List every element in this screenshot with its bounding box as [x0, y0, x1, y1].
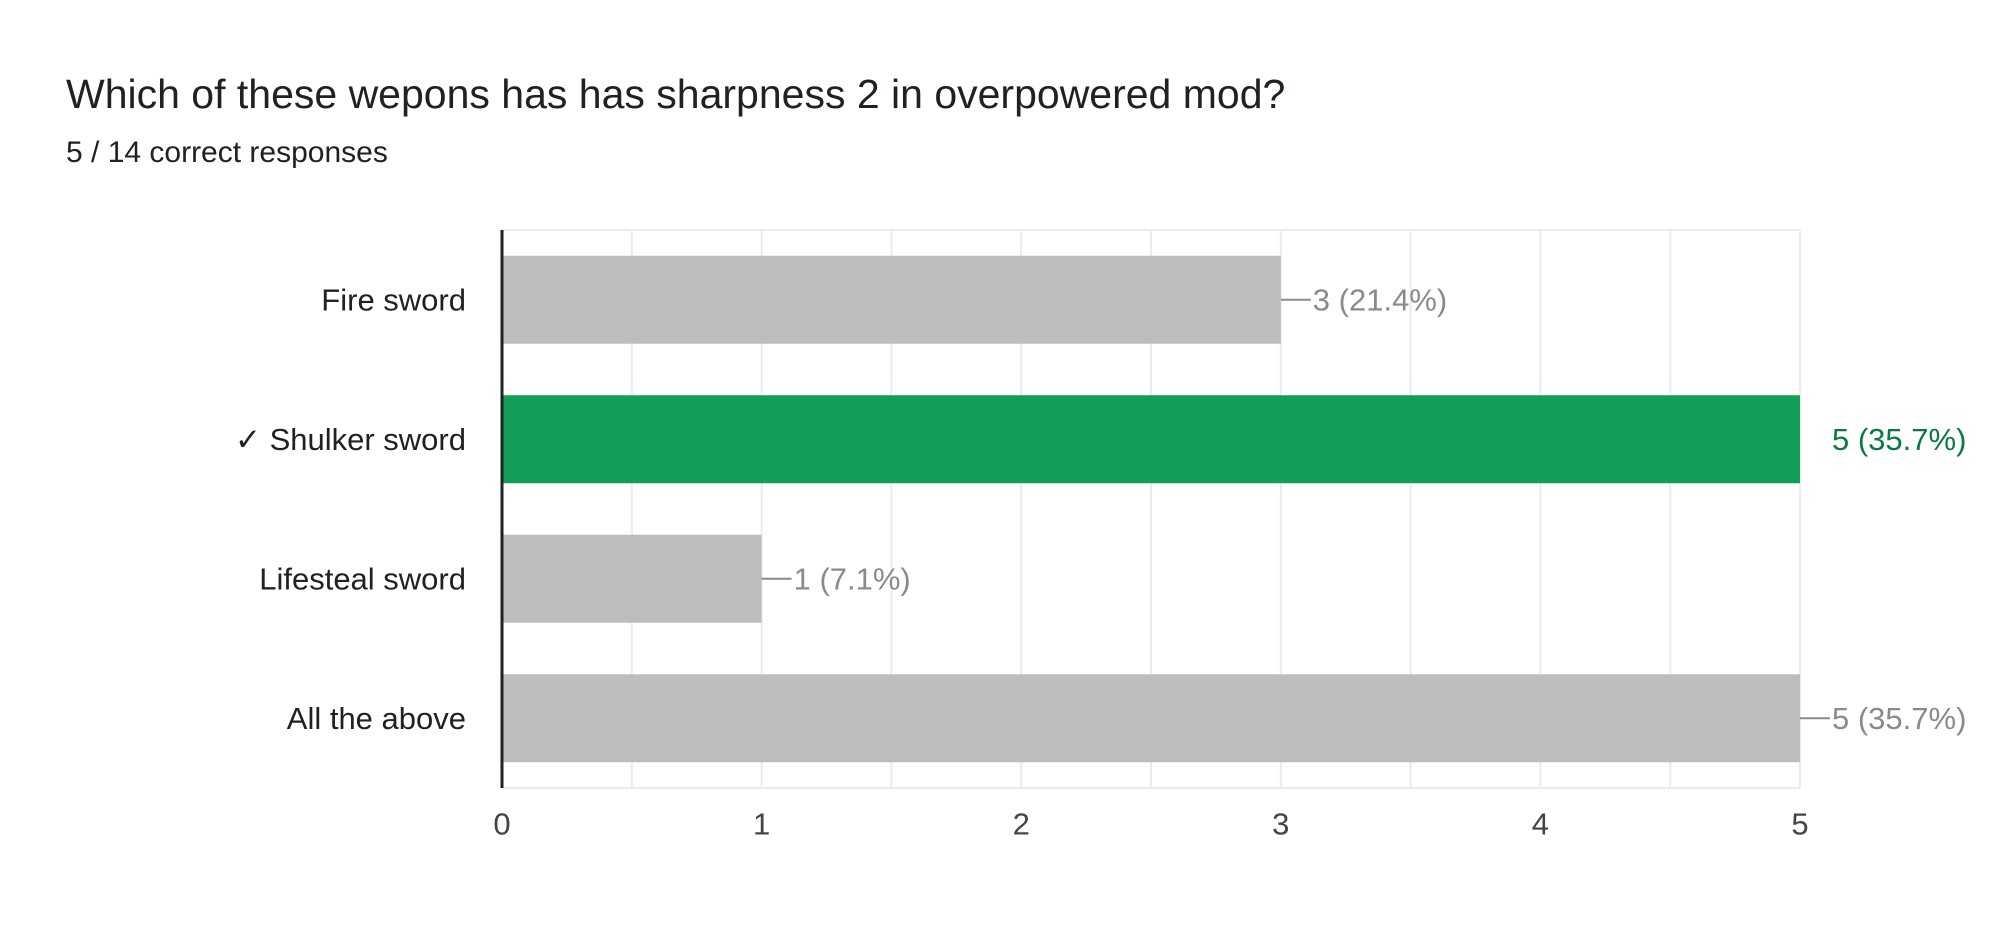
- category-label: ✓ Shulker sword: [235, 422, 466, 457]
- bar: [502, 674, 1800, 763]
- category-label: All the above: [287, 701, 466, 736]
- x-tick-label: 5: [1791, 807, 1808, 842]
- x-tick-label: 3: [1272, 807, 1289, 842]
- correct-responses-count: 5 / 14 correct responses: [66, 136, 388, 169]
- bar: [502, 255, 1281, 344]
- chart-bars: [502, 255, 1800, 763]
- data-label: 5 (35.7%): [1832, 701, 1966, 736]
- chart-labels: Fire sword 3 (21.4%) ✓ Shulker sword 5 (35.…: [235, 282, 1966, 736]
- x-tick-label: 0: [493, 807, 510, 842]
- x-tick-label: 4: [1532, 807, 1549, 842]
- data-label: 3 (21.4%): [1313, 282, 1447, 317]
- category-label: Lifesteal sword: [259, 561, 466, 596]
- category-label: Fire sword: [321, 282, 466, 317]
- x-tick-label: 1: [753, 807, 770, 842]
- x-tick-label: 2: [1013, 807, 1030, 842]
- bar: [502, 534, 762, 623]
- question-title: Which of these wepons has has sharpness …: [66, 71, 1286, 117]
- bar: [502, 395, 1800, 484]
- data-label: 1 (7.1%): [794, 561, 911, 596]
- chart-axes: 0 1 2 3 4 5: [493, 230, 1809, 842]
- data-label: 5 (35.7%): [1832, 422, 1966, 457]
